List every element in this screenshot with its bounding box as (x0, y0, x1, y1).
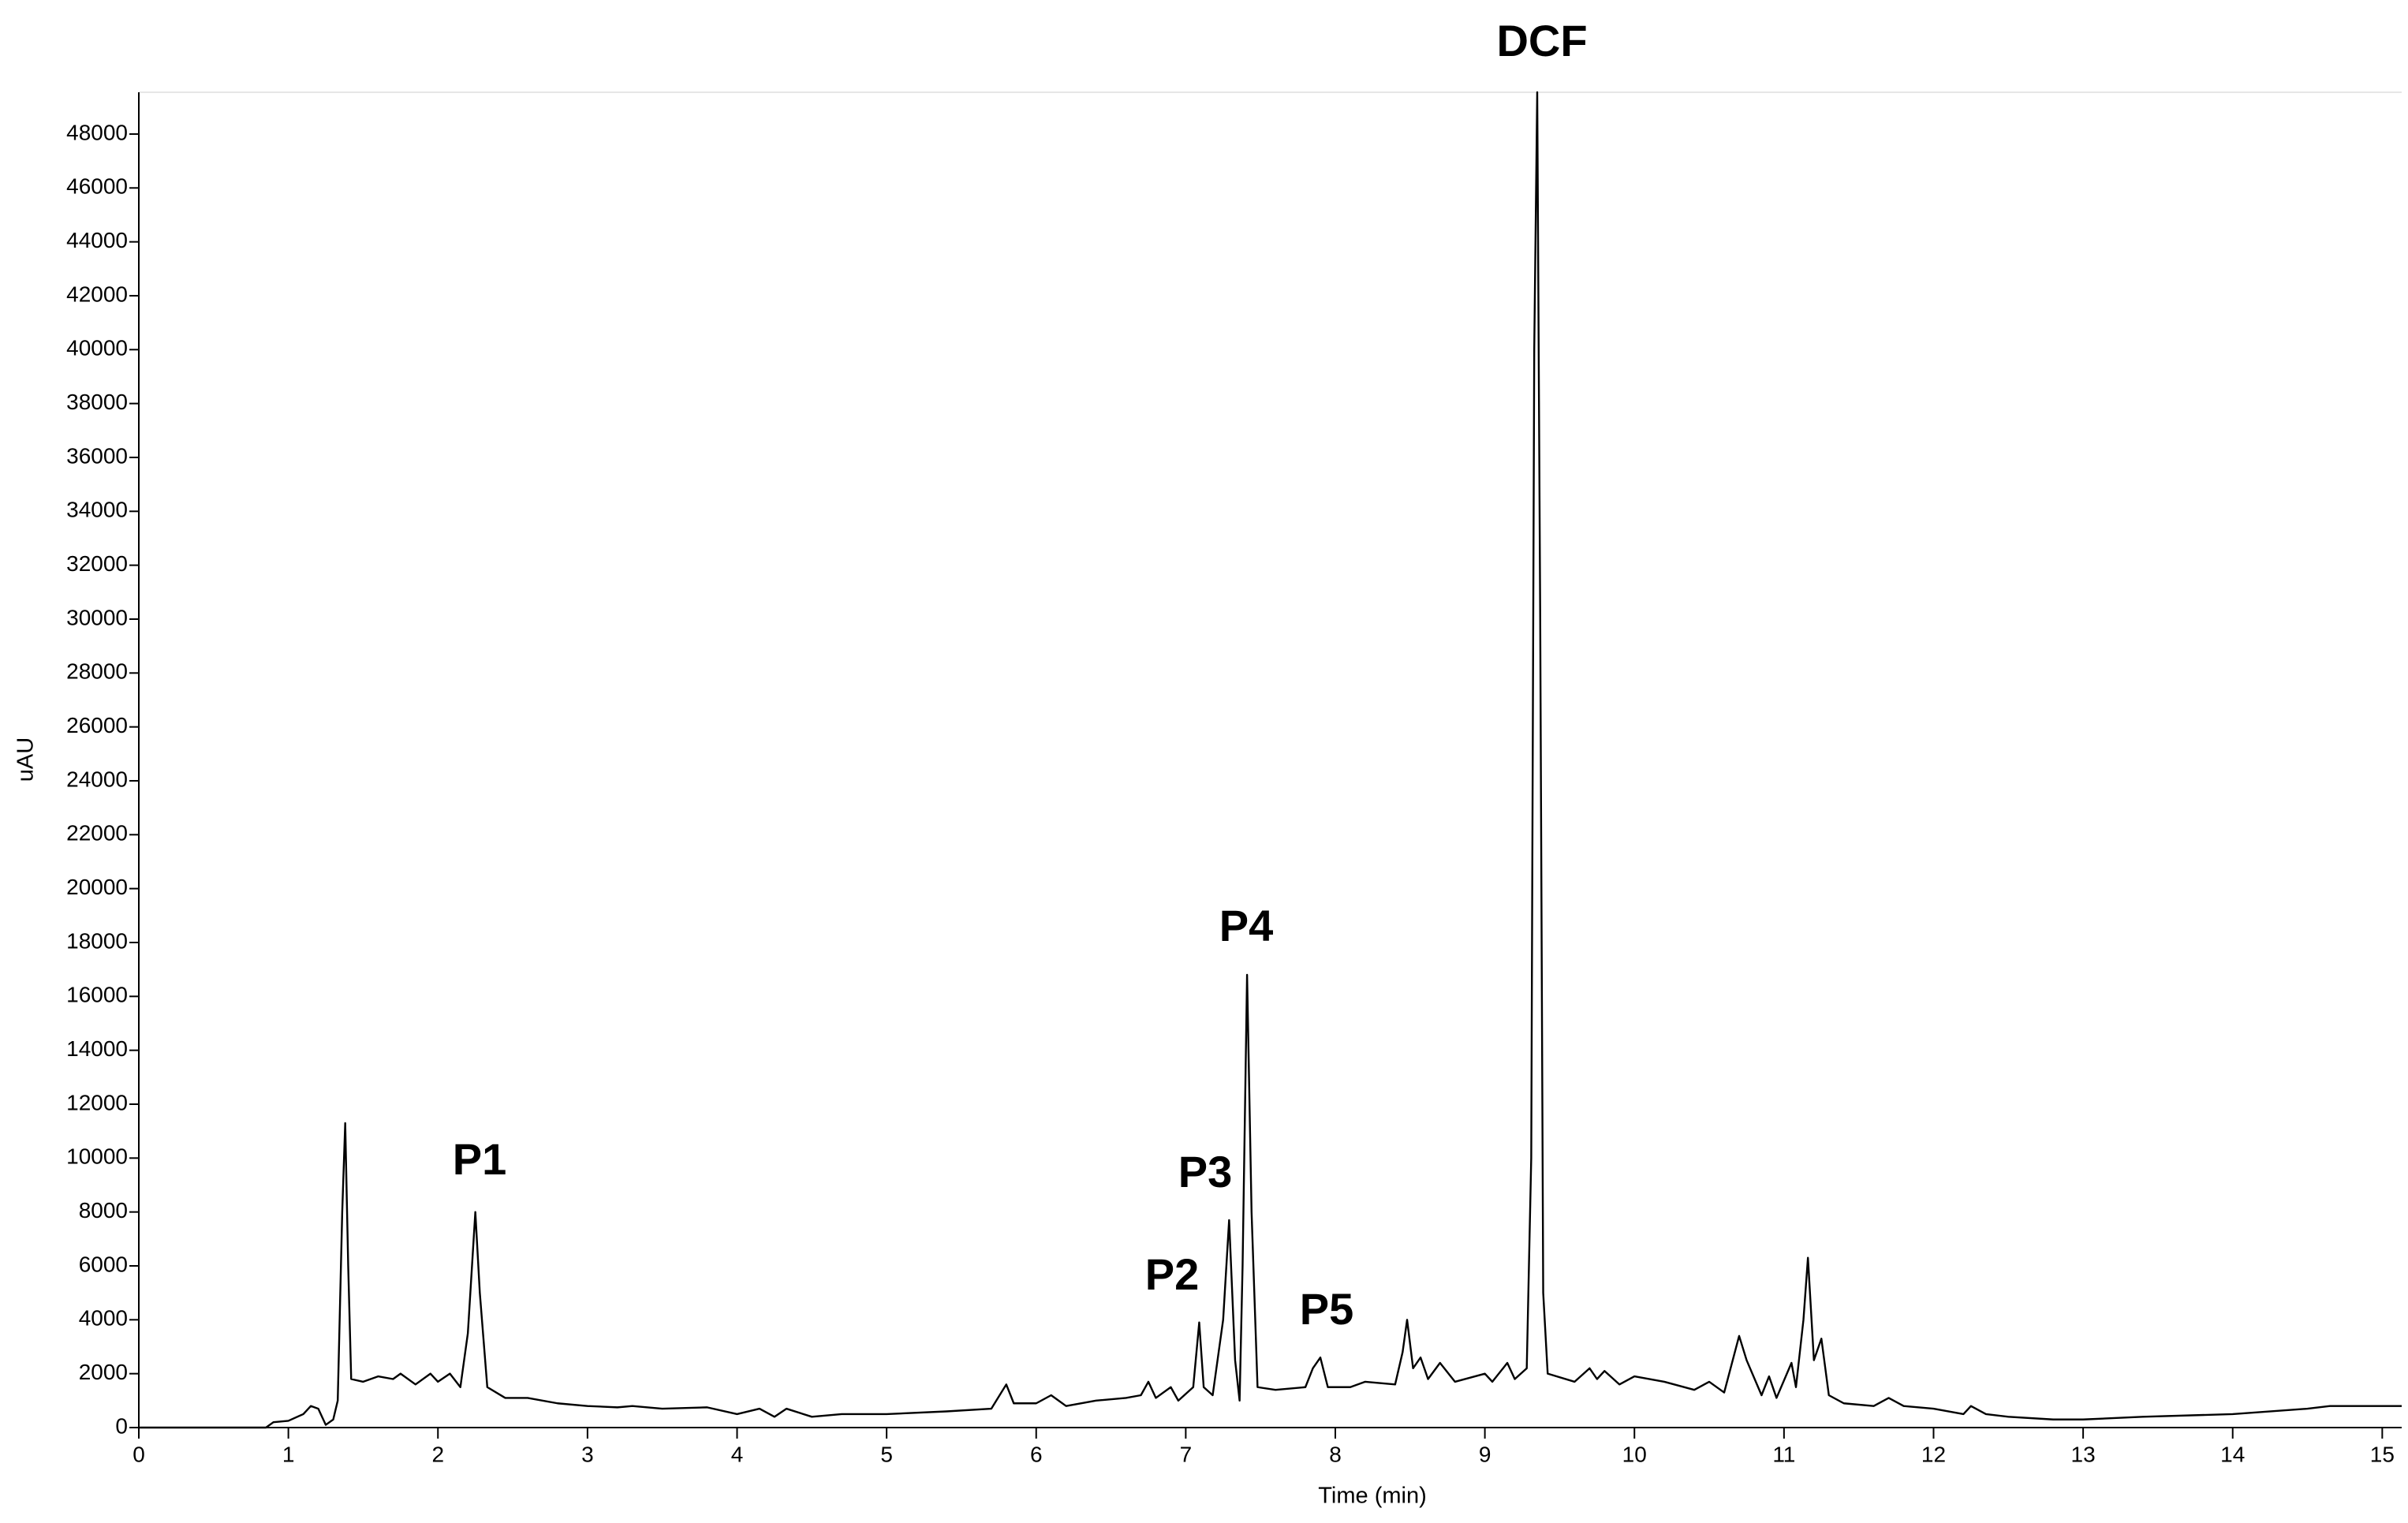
trace-line (139, 91, 2402, 1429)
y-tick-label: 40000 (66, 336, 128, 360)
y-tick-label: 42000 (66, 282, 128, 306)
y-axis-label: uAU (13, 737, 39, 782)
x-tick-label: 0 (133, 1442, 145, 1466)
x-tick-label: 12 (1921, 1442, 1946, 1466)
peak-label: P3 (1178, 1147, 1233, 1196)
y-tick-label: 34000 (66, 498, 128, 522)
y-tick-label: 32000 (66, 551, 128, 576)
y-tick-label: 14000 (66, 1036, 128, 1061)
y-tick-label: 10000 (66, 1144, 128, 1169)
y-tick-label: 46000 (66, 174, 128, 199)
x-tick-label: 10 (1622, 1442, 1647, 1466)
y-tick-label: 44000 (66, 228, 128, 252)
y-tick-label: 36000 (66, 443, 128, 468)
y-tick-label: 48000 (66, 120, 128, 144)
y-tick-label: 22000 (66, 821, 128, 845)
y-tick-label: 8000 (79, 1198, 128, 1223)
y-tick-label: 12000 (66, 1090, 128, 1114)
x-tick-label: 9 (1479, 1442, 1491, 1466)
x-tick-label: 5 (880, 1442, 893, 1466)
x-tick-label: 6 (1030, 1442, 1043, 1466)
y-tick-label: 28000 (66, 659, 128, 684)
y-tick-label: 16000 (66, 983, 128, 1007)
peak-label: DCF (1496, 16, 1587, 65)
x-axis-label: Time (min) (1318, 1484, 1426, 1509)
x-tick-label: 8 (1329, 1442, 1342, 1466)
x-tick-label: 3 (581, 1442, 594, 1466)
y-tick-label: 0 (115, 1413, 128, 1438)
x-tick-label: 7 (1180, 1442, 1193, 1466)
peak-label: P2 (1145, 1249, 1200, 1299)
x-tick-label: 2 (431, 1442, 444, 1466)
x-tick-label: 13 (2071, 1442, 2096, 1466)
y-tick-label: 18000 (66, 928, 128, 953)
x-tick-label: 1 (282, 1442, 295, 1466)
x-tick-label: 15 (2370, 1442, 2395, 1466)
y-tick-label: 24000 (66, 767, 128, 791)
y-tick-label: 30000 (66, 605, 128, 629)
y-tick-label: 26000 (66, 713, 128, 737)
peak-label: P5 (1300, 1284, 1354, 1334)
y-tick-label: 2000 (79, 1360, 128, 1384)
x-tick-label: 4 (731, 1442, 744, 1466)
y-tick-label: 4000 (79, 1306, 128, 1331)
x-tick-label: 11 (1772, 1442, 1795, 1466)
y-tick-label: 6000 (79, 1252, 128, 1276)
peak-label: P4 (1219, 901, 1274, 950)
y-tick-label: 38000 (66, 390, 128, 414)
x-tick-label: 14 (2220, 1442, 2245, 1466)
y-tick-label: 20000 (66, 875, 128, 899)
peak-label: P1 (453, 1134, 507, 1184)
